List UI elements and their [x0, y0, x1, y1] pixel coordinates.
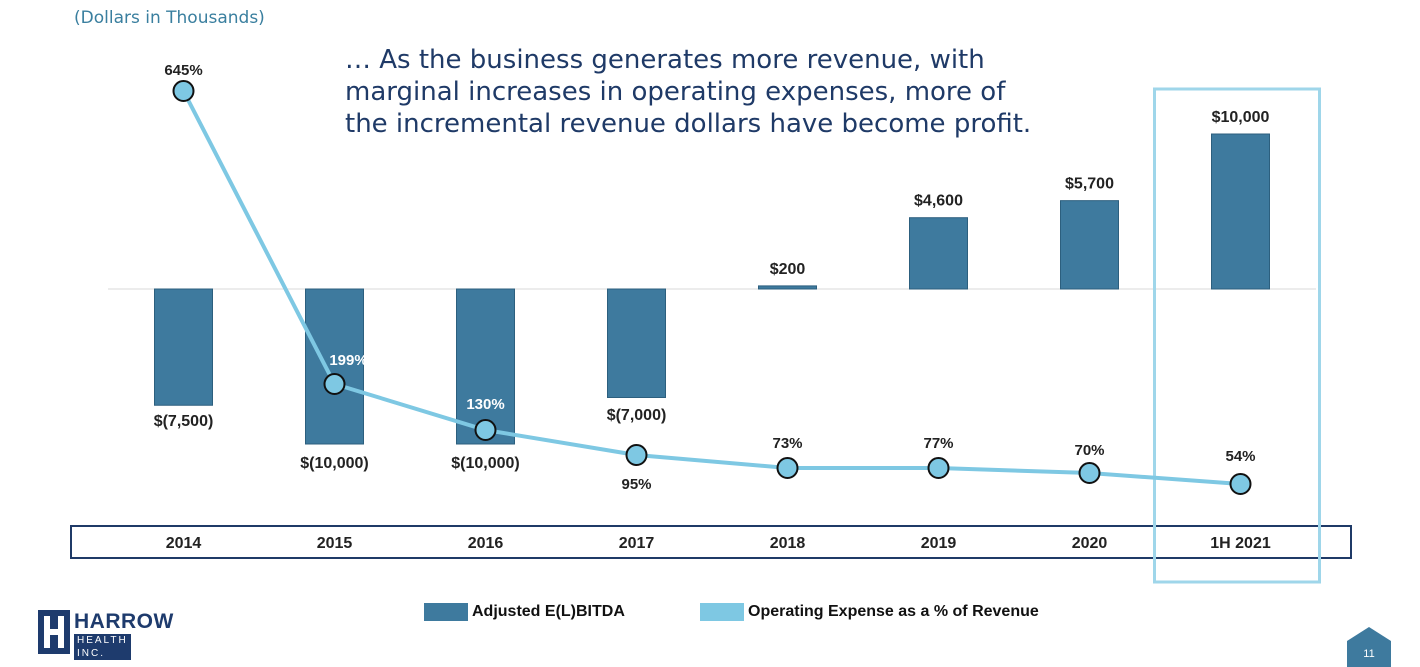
line-point [1078, 462, 1101, 484]
headline-line: … As the business generates more revenue… [345, 45, 985, 75]
line-data-label: 73% [772, 435, 802, 452]
line-data-label: 645% [164, 62, 202, 79]
bar-data-label: $(10,000) [300, 455, 369, 472]
headline: … As the business generates more revenue… [345, 44, 1085, 140]
line-series [181, 90, 1241, 486]
bar-data-label: $4,600 [914, 193, 963, 210]
line-data-label: 130% [466, 396, 504, 413]
headline-line: marginal increases in operating expenses… [345, 77, 1006, 107]
bar [758, 285, 817, 290]
legend-item-line: Operating Expense as a % of Revenue [700, 600, 1039, 624]
line-point [474, 419, 497, 441]
legend: Adjusted E(L)BITDA Operating Expense as … [0, 600, 1420, 624]
line-point [1229, 473, 1252, 495]
line-data-label: 199% [329, 352, 367, 369]
bar-data-label: $10,000 [1212, 109, 1270, 126]
bar-data-label: $(7,500) [154, 413, 214, 430]
category-label: 2018 [770, 535, 806, 552]
bar-data-label: $200 [770, 261, 806, 278]
company-logo: HARROW HEALTH INC. [38, 610, 173, 660]
legend-label-line: Operating Expense as a % of Revenue [748, 603, 1039, 620]
line-point [625, 444, 648, 466]
legend-swatch-bars [424, 603, 468, 621]
line-point [927, 457, 950, 479]
line-data-label: 54% [1225, 448, 1255, 465]
logo-subtitle: HEALTH INC. [74, 634, 131, 660]
line-point [172, 80, 195, 102]
category-axis-box [70, 525, 1352, 559]
legend-item-bars: Adjusted E(L)BITDA [424, 600, 625, 624]
bar-data-label: $5,700 [1065, 176, 1114, 193]
legend-label-bars: Adjusted E(L)BITDA [472, 603, 625, 620]
page-number: 11 [1363, 648, 1374, 660]
page-number-badge: 11 [1347, 627, 1391, 667]
logo-mark-icon [38, 610, 70, 654]
category-label: 2016 [468, 535, 504, 552]
headline-line: the incremental revenue dollars have bec… [345, 109, 1032, 139]
bar [456, 288, 515, 445]
bar-data-label: $(10,000) [451, 455, 520, 472]
category-label: 1H 2021 [1210, 535, 1271, 552]
bar [607, 288, 666, 398]
category-label: 2014 [166, 535, 202, 552]
bar [305, 288, 364, 445]
line-data-label: 95% [621, 476, 651, 493]
category-label: 2015 [317, 535, 353, 552]
bar [1211, 133, 1270, 290]
category-label: 2020 [1072, 535, 1108, 552]
line-point [776, 457, 799, 479]
line-data-label: 77% [923, 435, 953, 452]
bar [909, 217, 968, 290]
legend-swatch-line [700, 603, 744, 621]
line-point [323, 373, 346, 395]
line-data-label: 70% [1074, 442, 1104, 459]
bar-data-label: $(7,000) [607, 407, 667, 424]
category-label: 2019 [921, 535, 957, 552]
logo-wordmark: HARROW [74, 610, 174, 633]
category-label: 2017 [619, 535, 655, 552]
units-note: (Dollars in Thousands) [74, 8, 265, 28]
highlight-box [1153, 87, 1321, 584]
bar [154, 288, 213, 406]
bar [1060, 200, 1119, 290]
